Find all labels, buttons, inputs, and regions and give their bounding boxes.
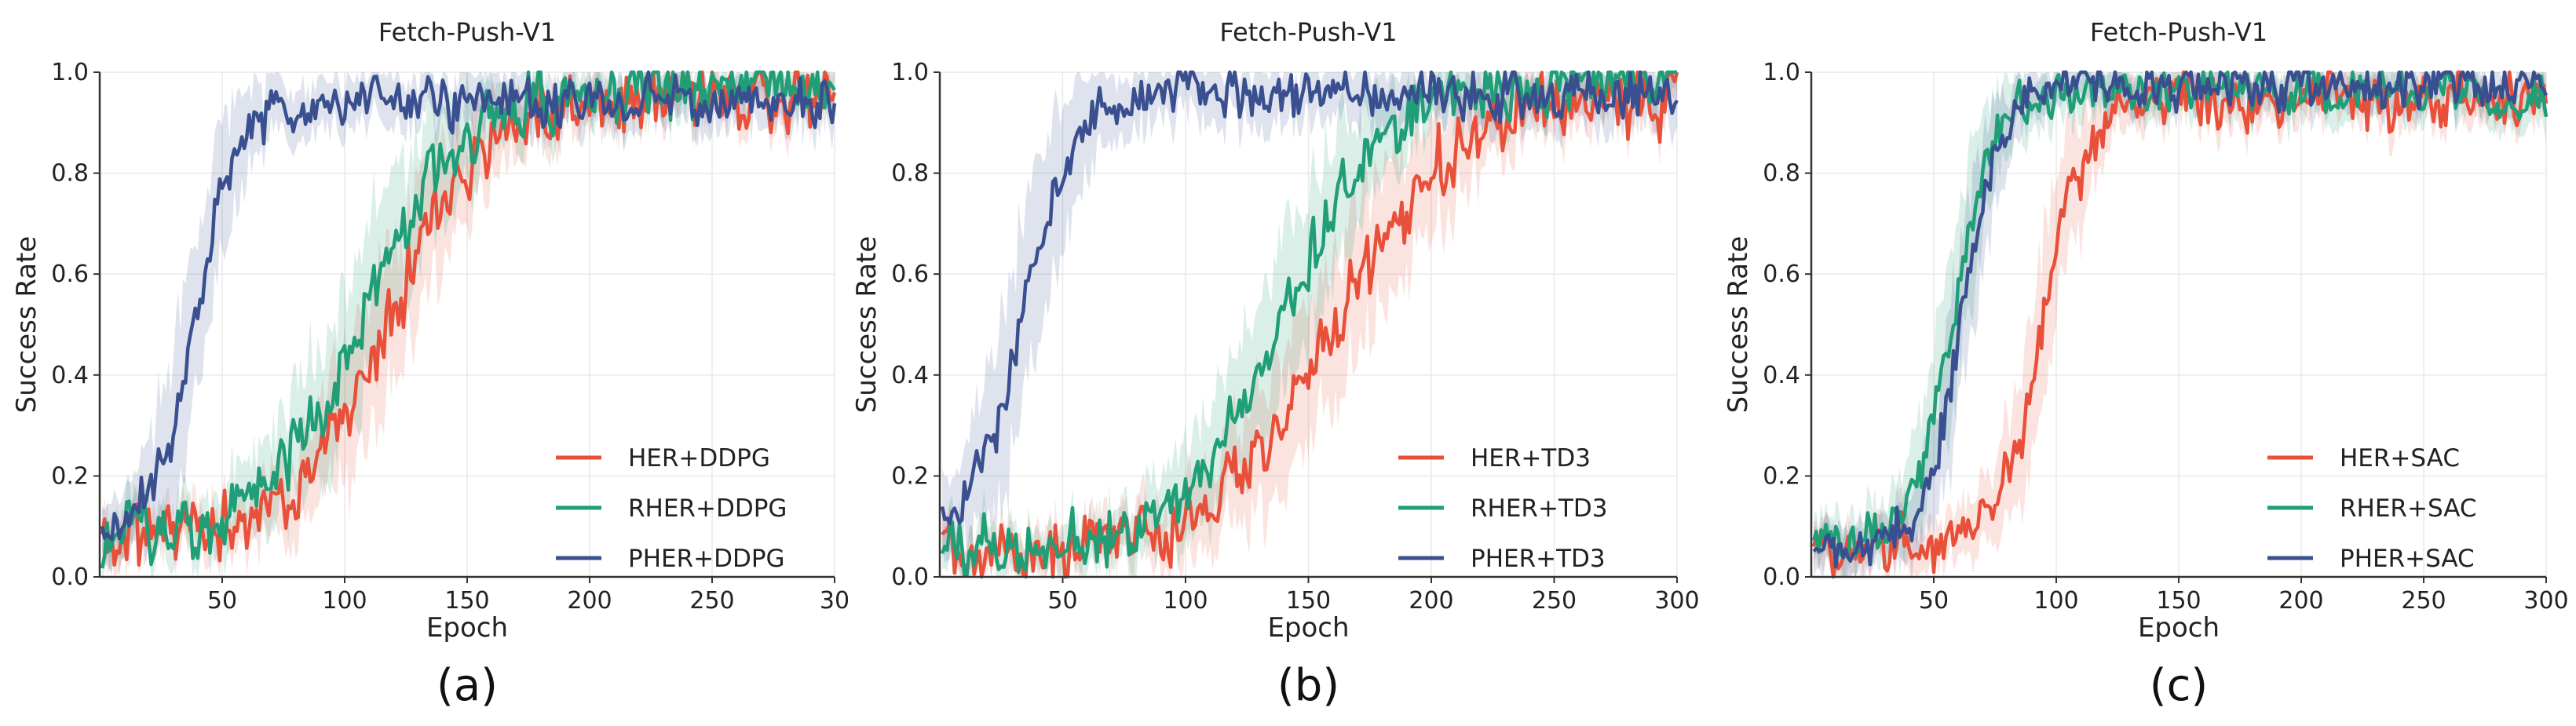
- x-tick-label: 300: [2523, 587, 2568, 615]
- x-tick-label: 200: [2278, 587, 2323, 615]
- x-tick-label: 150: [1286, 587, 1331, 615]
- y-tick-label: 0.8: [891, 160, 929, 188]
- panel-caption: (b): [1277, 660, 1339, 711]
- legend: HER+TD3 RHER+TD3 PHER+TD3: [1398, 444, 1607, 573]
- x-tick-label: 50: [1047, 587, 1077, 615]
- y-axis-label: Success Rate: [11, 236, 42, 414]
- series-line-PHER+TD3: [940, 70, 1679, 526]
- x-tick-label: 30: [820, 587, 850, 615]
- y-tick-label: 0.4: [51, 362, 89, 389]
- y-tick-label: 0.6: [51, 261, 89, 288]
- series-line-RHER+DDPG: [100, 70, 836, 569]
- series-band-PHER+SAC: [1814, 72, 2546, 577]
- x-tick-label: 100: [322, 587, 367, 615]
- y-tick-label: 1.0: [891, 59, 929, 86]
- legend-label: HER+TD3: [1471, 444, 1591, 472]
- y-tick-label: 0.0: [51, 564, 89, 591]
- x-tick-label: 50: [207, 587, 237, 615]
- y-tick-label: 0.6: [1763, 261, 1800, 288]
- x-tick-label: 250: [1532, 587, 1577, 615]
- series-line-PHER+DDPG: [100, 70, 837, 542]
- series-band-HER+TD3: [942, 72, 1677, 577]
- legend-label: HER+DDPG: [628, 444, 770, 472]
- chart-title: Fetch-Push-V1: [2090, 17, 2267, 47]
- legend-label: PHER+DDPG: [628, 545, 785, 573]
- y-axis-label: Success Rate: [851, 236, 882, 414]
- y-tick-label: 0.8: [1763, 160, 1800, 188]
- y-tick-label: 0.4: [891, 362, 929, 389]
- y-tick-label: 0.2: [51, 462, 89, 490]
- x-tick-label: 250: [2401, 587, 2446, 615]
- legend-label: RHER+SAC: [2340, 494, 2477, 523]
- x-axis-label: Epoch: [1267, 612, 1349, 644]
- series-line-RHER+TD3: [940, 70, 1677, 578]
- x-tick-label: 150: [444, 587, 489, 615]
- series-line-PHER+SAC: [1812, 70, 2549, 569]
- y-tick-label: 0.2: [1763, 462, 1800, 490]
- series-band-HER+DDPG: [102, 72, 835, 577]
- y-tick-label: 0.6: [891, 261, 929, 288]
- panel-caption: (a): [437, 660, 498, 711]
- chart-panel-1: 0.0 0.2 0.4 0.6 0.8 1.0 50 100 150 200 250 30 Fetch-…: [11, 17, 850, 711]
- legend-label: RHER+TD3: [1471, 494, 1607, 523]
- series-band-PHER+TD3: [942, 72, 1677, 577]
- legend-label: PHER+SAC: [2340, 545, 2475, 573]
- y-tick-label: 1.0: [1763, 59, 1800, 86]
- x-tick-label: 100: [2033, 587, 2078, 615]
- chart-title: Fetch-Push-V1: [1219, 17, 1397, 47]
- chart-title: Fetch-Push-V1: [378, 17, 556, 47]
- legend-label: RHER+DDPG: [628, 494, 787, 523]
- x-tick-label: 150: [2156, 587, 2201, 615]
- legend: HER+DDPG RHER+DDPG PHER+DDPG: [556, 444, 787, 573]
- x-tick-label: 200: [567, 587, 612, 615]
- legend-label: PHER+TD3: [1471, 545, 1606, 573]
- y-tick-label: 0.4: [1763, 362, 1800, 389]
- x-tick-label: 300: [1654, 587, 1699, 615]
- y-tick-label: 0.0: [891, 564, 929, 591]
- panel-caption: (c): [2150, 660, 2208, 711]
- y-tick-label: 1.0: [51, 59, 89, 86]
- x-tick-label: 100: [1163, 587, 1208, 615]
- y-axis-label: Success Rate: [1723, 236, 1754, 414]
- x-axis-label: Epoch: [426, 612, 508, 644]
- x-tick-label: 200: [1409, 587, 1453, 615]
- series-band-RHER+TD3: [942, 72, 1677, 577]
- y-tick-label: 0.0: [1763, 564, 1800, 591]
- x-axis-label: Epoch: [2138, 612, 2220, 644]
- chart-panel-2: 0.0 0.2 0.4 0.6 0.8 1.0 50 100 150 200 250 300 Fetch…: [851, 17, 1700, 711]
- y-tick-label: 0.8: [51, 160, 89, 188]
- legend-label: HER+SAC: [2340, 444, 2460, 472]
- x-tick-label: 250: [689, 587, 734, 615]
- series-band-HER+SAC: [1814, 72, 2546, 577]
- chart-panel-3: 0.0 0.2 0.4 0.6 0.8 1.0 50 100 150 200 250 300 Fetch…: [1723, 17, 2569, 711]
- y-tick-label: 0.2: [891, 462, 929, 490]
- legend: HER+SAC RHER+SAC PHER+SAC: [2267, 444, 2477, 573]
- x-tick-label: 50: [1919, 587, 1949, 615]
